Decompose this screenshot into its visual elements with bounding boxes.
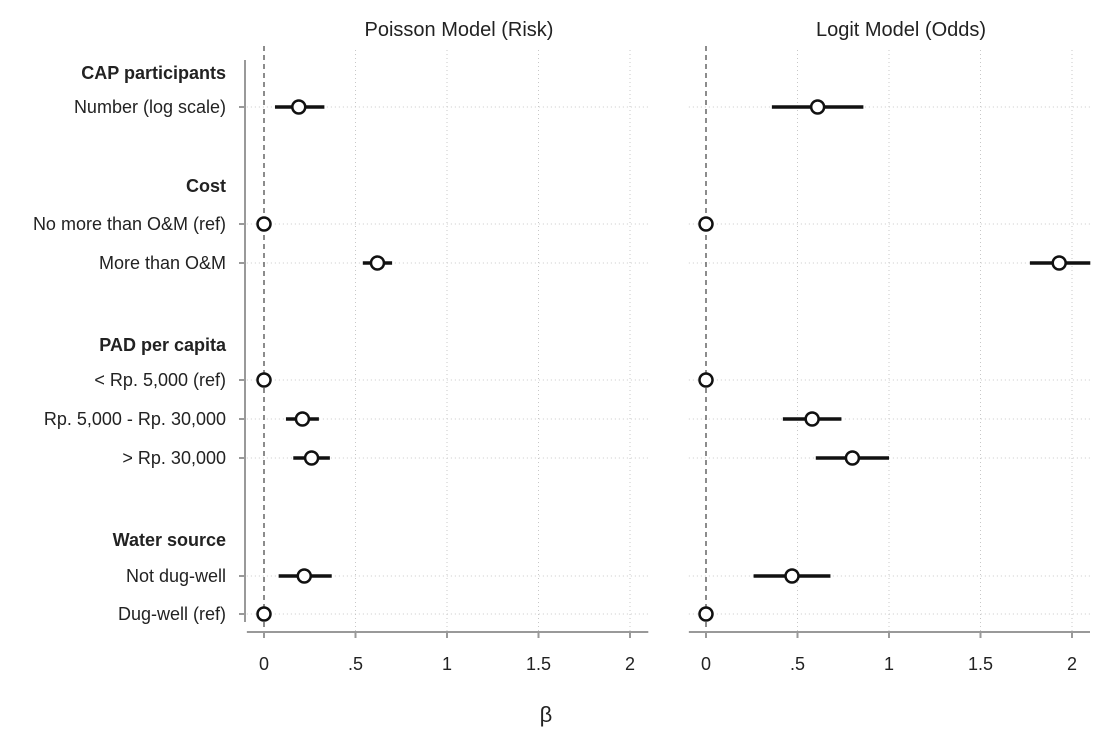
point-estimate <box>804 411 820 427</box>
point-estimate <box>369 255 386 271</box>
point-estimate <box>296 568 313 584</box>
panel-title: Poisson Model (Risk) <box>365 19 554 41</box>
row-label: > Rp. 30,000 <box>122 448 226 468</box>
point-estimate <box>698 606 714 622</box>
point-estimate <box>809 99 826 115</box>
x-tick-label: 1.5 <box>526 654 551 674</box>
x-tick-label: 2 <box>1067 654 1077 674</box>
row-label: Dug-well (ref) <box>118 604 226 624</box>
x-tick-label: .5 <box>790 654 805 674</box>
point-estimate <box>303 450 320 466</box>
group-label: Water source <box>113 530 226 550</box>
row-label: Not dug-well <box>126 566 226 586</box>
x-tick-label: 1 <box>442 654 452 674</box>
point-estimate <box>844 450 861 466</box>
panel-title: Logit Model (Odds) <box>816 19 986 41</box>
row-label: No more than O&M (ref) <box>33 214 226 234</box>
point-estimate <box>698 372 714 388</box>
panel-2: Logit Model (Odds) 0 .5 1 1.5 2 <box>688 19 1091 674</box>
row-label: < Rp. 5,000 (ref) <box>94 370 226 390</box>
x-tick-label: .5 <box>348 654 363 674</box>
x-tick-label: 0 <box>259 654 269 674</box>
x-tick-label: 1.5 <box>968 654 993 674</box>
row-label: Rp. 5,000 - Rp. 30,000 <box>44 409 226 429</box>
x-axis-title: β <box>540 702 553 727</box>
point-estimate <box>698 216 714 232</box>
group-label: PAD per capita <box>99 335 227 355</box>
point-estimate <box>294 411 311 427</box>
x-tick-label: 2 <box>625 654 635 674</box>
point-estimate <box>1051 255 1067 271</box>
row-label: More than O&M <box>99 253 226 273</box>
point-estimate <box>256 606 272 622</box>
point-estimate <box>256 372 272 388</box>
point-estimate <box>784 568 800 584</box>
panel-1: Poisson Model (Risk) 0 .5 1 1.5 2 <box>246 19 649 674</box>
group-label: CAP participants <box>81 63 226 83</box>
point-estimate <box>256 216 272 232</box>
row-label: Number (log scale) <box>74 97 226 117</box>
x-tick-label: 1 <box>884 654 894 674</box>
point-estimate <box>291 99 307 115</box>
x-tick-label: 0 <box>701 654 711 674</box>
group-label: Cost <box>186 176 226 196</box>
